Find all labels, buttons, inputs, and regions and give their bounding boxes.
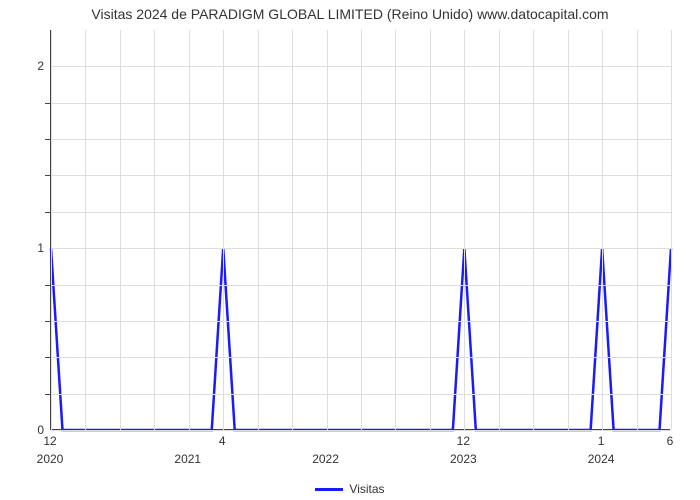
gridline-horizontal (51, 248, 671, 249)
gridline-vertical (51, 30, 52, 430)
gridline-vertical (120, 30, 121, 430)
data-point-label: 4 (219, 434, 226, 448)
plot-area (50, 30, 670, 430)
gridline-vertical (292, 30, 293, 430)
gridline-vertical (395, 30, 396, 430)
x-tick-label: 2023 (450, 452, 477, 466)
gridline-vertical (189, 30, 190, 430)
chart-title: Visitas 2024 de PARADIGM GLOBAL LIMITED … (0, 6, 700, 22)
y-minor-tick (45, 139, 50, 140)
gridline-vertical (430, 30, 431, 430)
legend-swatch (315, 488, 343, 491)
gridline-vertical (533, 30, 534, 430)
gridline-horizontal (51, 285, 671, 286)
x-tick-label: 2022 (312, 452, 339, 466)
y-minor-tick (45, 357, 50, 358)
gridline-vertical (464, 30, 465, 430)
y-minor-tick (45, 321, 50, 322)
y-tick-label: 2 (4, 59, 44, 73)
gridline-horizontal (51, 212, 671, 213)
data-point-label: 12 (43, 434, 56, 448)
gridline-vertical (85, 30, 86, 430)
y-minor-tick (45, 103, 50, 104)
y-minor-tick (45, 285, 50, 286)
gridline-vertical (602, 30, 603, 430)
gridline-horizontal (51, 321, 671, 322)
gridline-vertical (154, 30, 155, 430)
gridline-horizontal (51, 175, 671, 176)
gridline-horizontal (51, 139, 671, 140)
gridline-horizontal (51, 394, 671, 395)
x-tick-label: 2021 (174, 452, 201, 466)
y-tick-label: 1 (4, 241, 44, 255)
gridline-vertical (223, 30, 224, 430)
chart-container: Visitas 2024 de PARADIGM GLOBAL LIMITED … (0, 0, 700, 500)
gridline-vertical (671, 30, 672, 430)
data-point-label: 12 (457, 434, 470, 448)
gridline-horizontal (51, 103, 671, 104)
gridline-vertical (361, 30, 362, 430)
gridline-horizontal (51, 66, 671, 67)
gridline-vertical (327, 30, 328, 430)
gridline-horizontal (51, 357, 671, 358)
y-tick-label: 0 (4, 423, 44, 437)
x-tick-label: 2024 (588, 452, 615, 466)
y-minor-tick (45, 394, 50, 395)
y-minor-tick (45, 212, 50, 213)
gridline-horizontal (51, 430, 671, 431)
legend-label: Visitas (349, 482, 384, 496)
gridline-vertical (637, 30, 638, 430)
data-point-label: 1 (598, 434, 605, 448)
data-point-label: 6 (667, 434, 674, 448)
legend: Visitas (0, 482, 700, 496)
gridline-vertical (499, 30, 500, 430)
x-tick-label: 2020 (37, 452, 64, 466)
gridline-vertical (258, 30, 259, 430)
gridline-vertical (568, 30, 569, 430)
y-minor-tick (45, 175, 50, 176)
